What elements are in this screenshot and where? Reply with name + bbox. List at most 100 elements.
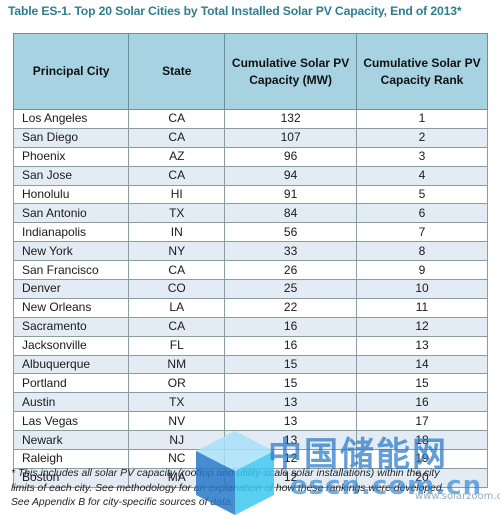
cell-rank: 9 <box>356 260 488 281</box>
cell-state: HI <box>128 184 226 205</box>
cell-rank: 15 <box>356 373 488 394</box>
cell-rank: 3 <box>356 146 488 167</box>
cell-capacity: 84 <box>224 203 358 224</box>
cell-capacity: 16 <box>224 335 358 356</box>
cell-state: CA <box>128 260 226 281</box>
cell-rank: 16 <box>356 392 488 413</box>
cell-city: Jacksonville <box>12 335 130 356</box>
table-row: San Diego CA 107 2 <box>12 127 488 148</box>
cell-city: Phoenix <box>12 146 130 167</box>
cell-rank: 12 <box>356 316 488 337</box>
cell-capacity: 91 <box>224 184 358 205</box>
cell-rank: 18 <box>356 430 488 451</box>
cell-city: Albuquerque <box>12 354 130 375</box>
footnote-line: * This includes all solar PV capacity (r… <box>11 468 440 479</box>
table-row: Sacramento CA 16 12 <box>12 316 488 337</box>
table-row: Austin TX 13 16 <box>12 392 488 413</box>
table-row: Phoenix AZ 96 3 <box>12 146 488 167</box>
table-header-row: Principal City State Cumulative Solar PV… <box>12 33 488 110</box>
cell-state: NY <box>128 241 226 262</box>
table-footnote: * This includes all solar PV capacity (r… <box>11 467 491 511</box>
header-state: State <box>128 33 226 110</box>
table-row: Portland OR 15 15 <box>12 373 488 394</box>
table-row: San Jose CA 94 4 <box>12 165 488 186</box>
cell-capacity: 26 <box>224 260 358 281</box>
cell-capacity: 15 <box>224 354 358 375</box>
cell-capacity: 107 <box>224 127 358 148</box>
cell-city: New York <box>12 241 130 262</box>
cell-rank: 11 <box>356 297 488 318</box>
cell-city: Boston <box>12 467 130 488</box>
cell-capacity: 25 <box>224 279 358 299</box>
cell-state: NV <box>128 411 226 432</box>
cell-city: San Jose <box>12 165 130 186</box>
cell-state: NM <box>128 354 226 375</box>
cell-city: New Orleans <box>12 297 130 318</box>
table-title: Table ES-1. Top 20 Solar Cities by Total… <box>8 4 462 18</box>
cell-capacity: 16 <box>224 316 358 337</box>
cell-city: San Antonio <box>12 203 130 224</box>
cell-rank: 19 <box>356 449 488 469</box>
cell-state: OR <box>128 373 226 394</box>
solar-cities-table: Principal City State Cumulative Solar PV… <box>12 33 488 488</box>
table-row: Las Vegas NV 13 17 <box>12 411 488 432</box>
header-capacity-rank: Cumulative Solar PV Capacity Rank <box>356 33 488 110</box>
table-body: Los Angeles CA 132 1 San Diego CA 107 2 Phoeni… <box>12 109 488 488</box>
cell-rank: 5 <box>356 184 488 205</box>
cell-capacity: 13 <box>224 392 358 413</box>
cell-city: Las Vegas <box>12 411 130 432</box>
cell-capacity: 13 <box>224 411 358 432</box>
cell-rank: 7 <box>356 222 488 243</box>
cell-city: Newark <box>12 430 130 451</box>
cell-rank: 6 <box>356 203 488 224</box>
cell-city: Raleigh <box>12 449 130 469</box>
table-row: Denver CO 25 10 <box>12 279 488 299</box>
cell-capacity: 13 <box>224 430 358 451</box>
cell-state: CA <box>128 316 226 337</box>
cell-state: NC <box>128 449 226 469</box>
table-row: San Francisco CA 26 9 <box>12 260 488 281</box>
header-capacity-mw: Cumulative Solar PV Capacity (MW) <box>224 33 358 110</box>
cell-state: TX <box>128 203 226 224</box>
table-row: Los Angeles CA 132 1 <box>12 109 488 129</box>
cell-capacity: 12 <box>224 449 358 469</box>
cell-rank: 10 <box>356 279 488 299</box>
cell-rank: 2 <box>356 127 488 148</box>
table-row: Indianapolis IN 56 7 <box>12 222 488 243</box>
header-principal-city: Principal City <box>12 33 130 110</box>
cell-capacity: 56 <box>224 222 358 243</box>
cell-state: FL <box>128 335 226 356</box>
cell-capacity: 96 <box>224 146 358 167</box>
cell-city: Indianapolis <box>12 222 130 243</box>
cell-rank: 14 <box>356 354 488 375</box>
footnote-line: limits of each city. See methodology for… <box>11 482 445 494</box>
cell-state: NJ <box>128 430 226 451</box>
table-row: Newark NJ 13 18 <box>12 430 488 451</box>
cell-city: Los Angeles <box>12 109 130 129</box>
cell-city: San Diego <box>12 127 130 148</box>
cell-state: CA <box>128 165 226 186</box>
cell-city: San Francisco <box>12 260 130 281</box>
cell-rank: 13 <box>356 335 488 356</box>
cell-city: Portland <box>12 373 130 394</box>
table-row: New York NY 33 8 <box>12 241 488 262</box>
table-row: San Antonio TX 84 6 <box>12 203 488 224</box>
cell-city: Denver <box>12 279 130 299</box>
cell-state: LA <box>128 297 226 318</box>
cell-state: CO <box>128 279 226 299</box>
cell-state: AZ <box>128 146 226 167</box>
cell-state: TX <box>128 392 226 413</box>
table-row: Honolulu HI 91 5 <box>12 184 488 205</box>
cell-state: IN <box>128 222 226 243</box>
cell-rank: 17 <box>356 411 488 432</box>
cell-rank: 4 <box>356 165 488 186</box>
cell-rank: 1 <box>356 109 488 129</box>
cell-capacity: 94 <box>224 165 358 186</box>
cell-city: Austin <box>12 392 130 413</box>
cell-state: CA <box>128 127 226 148</box>
cell-capacity: 15 <box>224 373 358 394</box>
footnote-line: See Appendix B for city-specific sources… <box>11 497 234 508</box>
cell-state: CA <box>128 109 226 129</box>
cell-city: Sacramento <box>12 316 130 337</box>
